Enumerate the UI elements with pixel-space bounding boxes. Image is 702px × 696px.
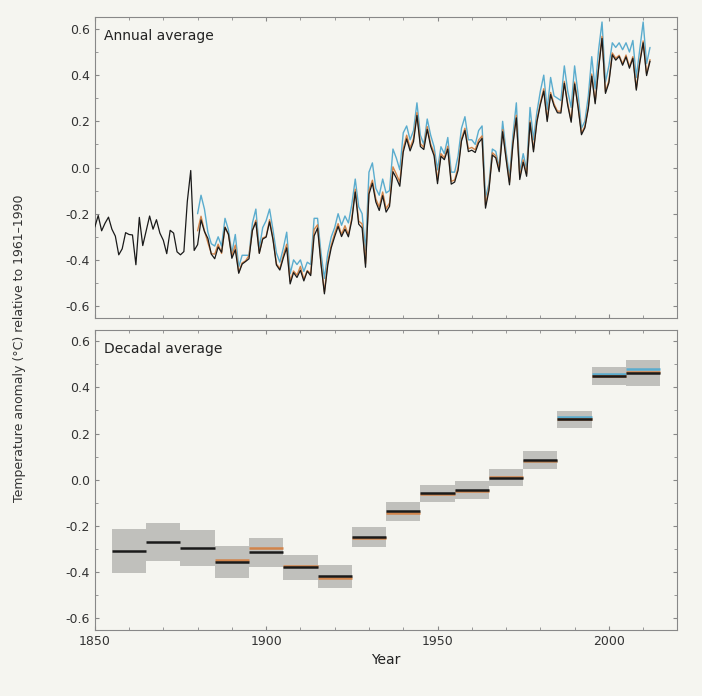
- Bar: [146, 523, 180, 560]
- Bar: [249, 538, 284, 567]
- Bar: [317, 564, 352, 587]
- Bar: [455, 482, 489, 499]
- Bar: [489, 469, 523, 487]
- Bar: [386, 503, 420, 521]
- Bar: [284, 555, 317, 580]
- Bar: [180, 530, 215, 566]
- Bar: [626, 360, 661, 386]
- Text: Annual average: Annual average: [103, 29, 213, 43]
- Bar: [112, 530, 146, 574]
- Bar: [420, 484, 455, 503]
- Bar: [557, 411, 592, 428]
- Bar: [523, 451, 557, 468]
- Bar: [352, 528, 386, 547]
- Bar: [215, 546, 249, 578]
- Text: Temperature anomaly (°C) relative to 1961–1990: Temperature anomaly (°C) relative to 196…: [13, 194, 26, 502]
- X-axis label: Year: Year: [371, 654, 401, 667]
- Bar: [592, 367, 626, 386]
- Text: Decadal average: Decadal average: [103, 342, 222, 356]
